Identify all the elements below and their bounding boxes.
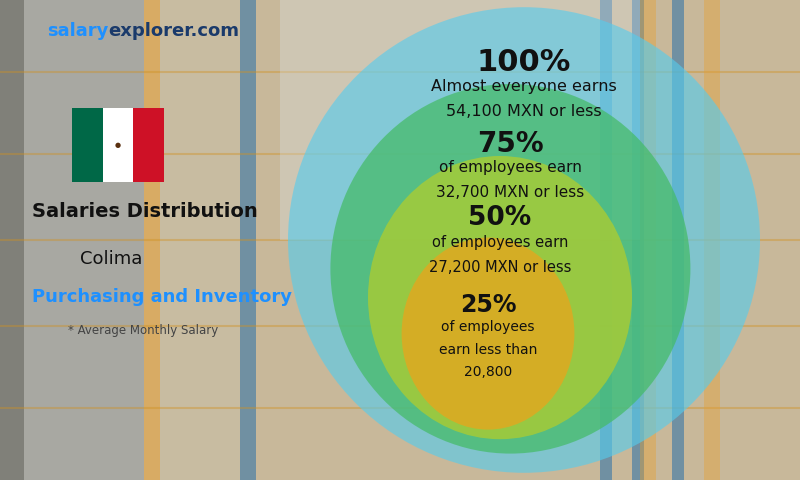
Text: Colima: Colima bbox=[80, 250, 142, 268]
Text: 54,100 MXN or less: 54,100 MXN or less bbox=[446, 104, 602, 119]
Text: 100%: 100% bbox=[477, 48, 571, 77]
Text: 50%: 50% bbox=[468, 205, 532, 231]
Bar bbox=[240, 0, 256, 480]
Bar bbox=[280, 0, 640, 240]
Text: 32,700 MXN or less: 32,700 MXN or less bbox=[436, 185, 585, 200]
Text: of employees: of employees bbox=[442, 320, 534, 334]
Text: earn less than: earn less than bbox=[439, 343, 537, 357]
Bar bbox=[24, 0, 144, 480]
Text: 20,800: 20,800 bbox=[464, 365, 512, 379]
Bar bbox=[160, 0, 240, 480]
Text: salary: salary bbox=[46, 22, 108, 40]
Text: 27,200 MXN or less: 27,200 MXN or less bbox=[429, 260, 571, 275]
Text: Salaries Distribution: Salaries Distribution bbox=[32, 202, 258, 221]
Bar bbox=[0, 0, 24, 480]
Text: of employees earn: of employees earn bbox=[432, 235, 568, 250]
Text: Almost everyone earns: Almost everyone earns bbox=[431, 79, 617, 94]
Bar bbox=[632, 0, 644, 480]
Text: Purchasing and Inventory: Purchasing and Inventory bbox=[32, 288, 292, 306]
Text: explorer.com: explorer.com bbox=[108, 22, 239, 40]
Bar bbox=[704, 0, 720, 480]
Text: * Average Monthly Salary: * Average Monthly Salary bbox=[68, 324, 218, 337]
Bar bbox=[672, 0, 684, 480]
Text: 75%: 75% bbox=[477, 130, 544, 158]
Text: ●: ● bbox=[115, 142, 121, 148]
Text: of employees earn: of employees earn bbox=[439, 160, 582, 175]
Bar bbox=[600, 0, 612, 480]
Text: 25%: 25% bbox=[460, 293, 516, 317]
Bar bbox=[144, 0, 160, 480]
Bar bbox=[640, 0, 656, 480]
